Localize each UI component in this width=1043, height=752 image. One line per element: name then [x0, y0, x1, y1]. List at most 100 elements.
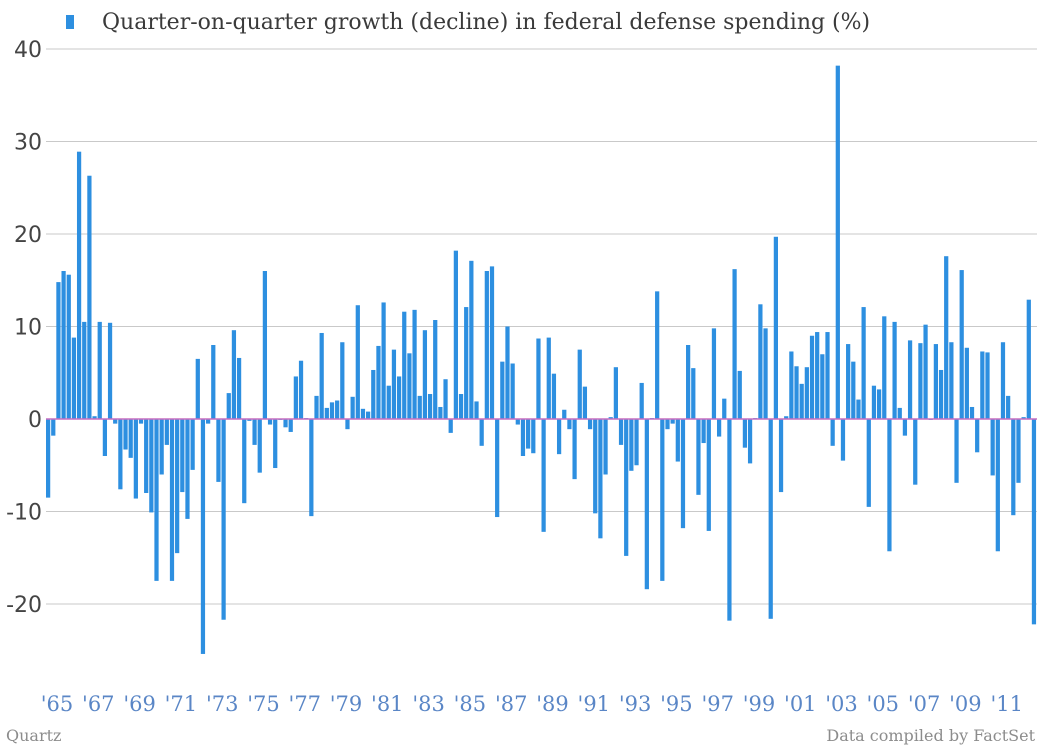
bar: [897, 407, 902, 419]
bar: [298, 360, 304, 419]
bar: [247, 419, 252, 421]
bar: [1011, 419, 1016, 516]
x-tick-label: '93: [619, 692, 652, 716]
bar: [706, 419, 711, 531]
bar: [551, 373, 557, 419]
bar: [1026, 299, 1031, 419]
bar: [1006, 395, 1011, 420]
y-tick-label: 40: [14, 38, 42, 63]
bar: [871, 385, 877, 419]
bar: [231, 330, 237, 419]
bar: [283, 419, 288, 428]
bar: [324, 407, 329, 419]
bar: [366, 411, 371, 419]
bar: [577, 349, 582, 420]
bar: [273, 419, 278, 469]
x-tick-label: '85: [454, 692, 487, 716]
bar: [691, 368, 696, 420]
bar: [123, 419, 128, 450]
bar: [840, 419, 846, 461]
bar: [629, 419, 634, 471]
bar: [737, 370, 742, 419]
x-tick-label: '75: [247, 692, 280, 716]
bar: [624, 419, 629, 556]
bar: [820, 354, 825, 419]
bar: [164, 419, 169, 445]
bar: [876, 389, 882, 419]
bar: [495, 419, 500, 518]
bar: [794, 366, 799, 419]
bar: [262, 271, 268, 419]
bar: [76, 151, 82, 419]
bar: [572, 419, 577, 480]
bar: [835, 65, 840, 420]
bar: [944, 256, 949, 419]
bar: [582, 386, 588, 420]
bar: [799, 383, 804, 419]
bar: [567, 419, 572, 430]
bar: [990, 419, 995, 476]
x-tick-label: '71: [165, 692, 198, 716]
bar: [159, 419, 164, 475]
bar: [61, 271, 66, 419]
bar: [923, 324, 928, 419]
bar: [505, 326, 510, 419]
legend-swatch: [66, 15, 74, 29]
y-axis-tick-labels: 40 30 20 10 0 -10 -20: [6, 38, 42, 618]
bar: [293, 376, 298, 419]
bar: [784, 416, 789, 419]
x-axis-tick-labels: '65 '67 '69 '71 '73 '75 '77 '79 '81 '83 '85 '87 '89 '…: [41, 692, 1023, 716]
bar: [138, 419, 144, 424]
bar: [484, 271, 489, 419]
bar: [556, 419, 562, 455]
bar: [340, 342, 345, 419]
bar: [949, 342, 954, 419]
bar: [913, 419, 918, 485]
bar: [216, 419, 221, 482]
x-tick-label: '79: [330, 692, 363, 716]
bar: [407, 353, 412, 419]
bar: [438, 406, 443, 419]
bar: [520, 419, 526, 456]
bar: [598, 419, 603, 539]
bars: [46, 65, 1037, 654]
bar: [933, 344, 938, 419]
bar: [319, 332, 324, 419]
bar: [742, 419, 748, 448]
bar: [789, 351, 794, 419]
bar: [809, 335, 815, 419]
x-tick-label: '65: [41, 692, 74, 716]
bar: [335, 400, 340, 419]
bar: [1031, 419, 1037, 625]
bar: [118, 419, 123, 490]
bar: [727, 419, 732, 621]
x-tick-label: '69: [123, 692, 156, 716]
y-tick-label: -10: [6, 501, 42, 526]
bar: [747, 419, 753, 464]
y-tick-label: 20: [14, 223, 42, 248]
bar: [221, 419, 226, 620]
bar: [995, 419, 1000, 552]
bar: [479, 419, 484, 446]
bar: [185, 419, 190, 519]
bar: [329, 402, 335, 419]
bar: [469, 260, 474, 419]
bar: [758, 304, 763, 419]
bar: [51, 419, 56, 436]
bar: [226, 393, 231, 419]
bar: [587, 419, 593, 430]
bar: [236, 357, 242, 419]
bar: [603, 419, 608, 475]
bar: [402, 311, 407, 419]
bar: [541, 419, 546, 532]
legend: Quarter-on-quarter growth (decline) in f…: [66, 8, 870, 36]
bar: [608, 417, 613, 419]
bar: [46, 419, 51, 498]
bar: [360, 408, 366, 419]
x-tick-label: '83: [412, 692, 445, 716]
bar: [66, 274, 71, 419]
bar: [856, 399, 861, 419]
bar: [985, 352, 990, 419]
bar: [536, 338, 541, 419]
